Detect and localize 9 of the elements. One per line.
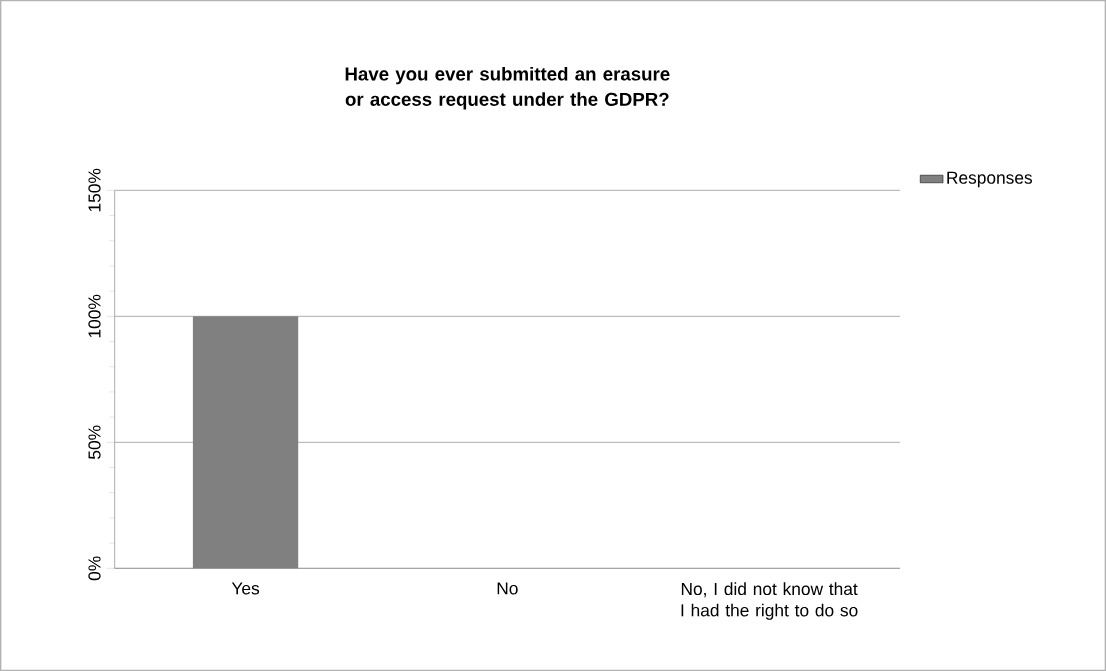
x-tick-label: No, I did not know that I had the right to do so — [681, 582, 858, 620]
y-tick-label: 100% — [88, 294, 101, 338]
chart-title: Have you ever submitted an erasure or access request under the GDPR? — [345, 66, 670, 110]
x-tick-label: Yes — [231, 582, 260, 595]
legend-label: Responses — [947, 171, 1033, 188]
y-tick-label: 150% — [88, 168, 101, 212]
y-tick-label: 50% — [88, 425, 101, 459]
x-tick-label: No — [497, 582, 518, 595]
y-tick-label: 0% — [88, 556, 101, 581]
